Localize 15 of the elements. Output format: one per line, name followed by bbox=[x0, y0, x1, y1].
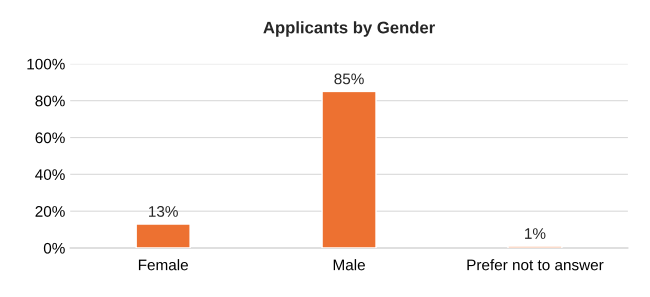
x-tick-label: Prefer not to answer bbox=[467, 259, 604, 270]
bar bbox=[321, 90, 377, 248]
y-tick-label: 100% bbox=[27, 58, 65, 70]
y-tick-label: 20% bbox=[36, 206, 65, 217]
x-tick-label: Male bbox=[334, 259, 365, 270]
x-tick-label: Female bbox=[138, 259, 188, 270]
y-tick-label: 40% bbox=[35, 169, 65, 180]
data-label: 13% bbox=[149, 206, 178, 217]
data-label: 1% bbox=[525, 228, 546, 239]
bar bbox=[136, 223, 191, 248]
chart-title: Applicants by Gender bbox=[263, 21, 435, 37]
data-label: 85% bbox=[334, 73, 364, 84]
y-tick-label: 60% bbox=[36, 132, 65, 144]
y-tick-label: 80% bbox=[35, 96, 65, 106]
y-tick-label: 0% bbox=[44, 242, 65, 254]
